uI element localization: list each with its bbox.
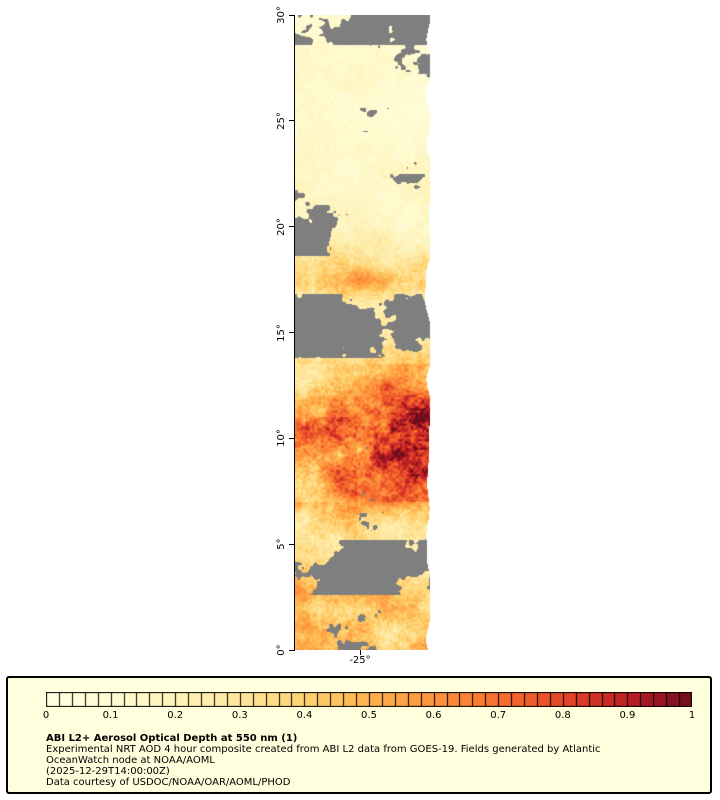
- y-axis-tick: [289, 437, 295, 439]
- colorbar: 0 0.1 0.2 0.3 0.4 0.5 0.6 0.7 0.8 0.9 1: [42, 692, 696, 723]
- colorbar-tick-label: 0.3: [231, 710, 248, 721]
- y-axis-tick: [289, 649, 295, 651]
- y-axis-tick-label: 20°: [275, 217, 287, 236]
- legend-timestamp: (2025-12-29T14:00:00Z): [46, 766, 170, 777]
- y-axis-tick-label: 25°: [275, 111, 287, 130]
- y-axis-tick: [289, 332, 295, 333]
- y-axis-tick: [289, 226, 295, 228]
- y-axis-tick-label: 5°: [275, 538, 287, 550]
- legend-courtesy: Data courtesy of USDOC/NOAA/OAR/AOML/PHO…: [46, 777, 291, 788]
- colorbar-canvas: [46, 692, 692, 707]
- colorbar-tick-label: 0.6: [425, 710, 442, 721]
- colorbar-tick-label: 0.2: [167, 710, 184, 721]
- colorbar-tick-label: 0.7: [490, 710, 507, 721]
- x-axis-tick-label: -25°: [349, 655, 371, 666]
- aod-map-canvas: [295, 15, 431, 650]
- colorbar-tick-label: 1: [688, 710, 696, 721]
- y-axis-tick-label: 30°: [275, 6, 287, 24]
- colorbar-tick-label: 0: [42, 710, 50, 721]
- y-axis-tick-label: 10°: [275, 429, 287, 448]
- colorbar-tick-label: 0.8: [554, 710, 571, 721]
- legend-panel: 0 0.1 0.2 0.3 0.4 0.5 0.6 0.7 0.8 0.9 1 ABI L2+ Ae…: [6, 676, 712, 794]
- legend-description-line: OceanWatch node at NOAA/AOML: [46, 755, 215, 766]
- colorbar-tick-labels: 0 0.1 0.2 0.3 0.4 0.5 0.6 0.7 0.8 0.9 1: [42, 710, 696, 723]
- legend-text: ABI L2+ Aerosol Optical Depth at 550 nm …: [46, 733, 601, 788]
- y-axis-tick: [289, 543, 295, 545]
- x-axis-tick: [360, 650, 361, 655]
- y-axis-tick-label: 15°: [275, 323, 287, 342]
- colorbar-tick-label: 0.5: [361, 710, 377, 721]
- colorbar-tick-label: 0.4: [296, 710, 313, 721]
- y-axis-tick: [289, 120, 295, 122]
- colorbar-tick-label: 0.9: [619, 710, 636, 721]
- legend-description-line: Experimental NRT AOD 4 hour composite cr…: [46, 744, 601, 755]
- colorbar-tick-label: 0.1: [102, 710, 119, 721]
- y-axis-tick-label: 0°: [275, 644, 287, 656]
- y-axis-tick: [289, 14, 295, 16]
- legend-title: ABI L2+ Aerosol Optical Depth at 550 nm …: [46, 733, 298, 744]
